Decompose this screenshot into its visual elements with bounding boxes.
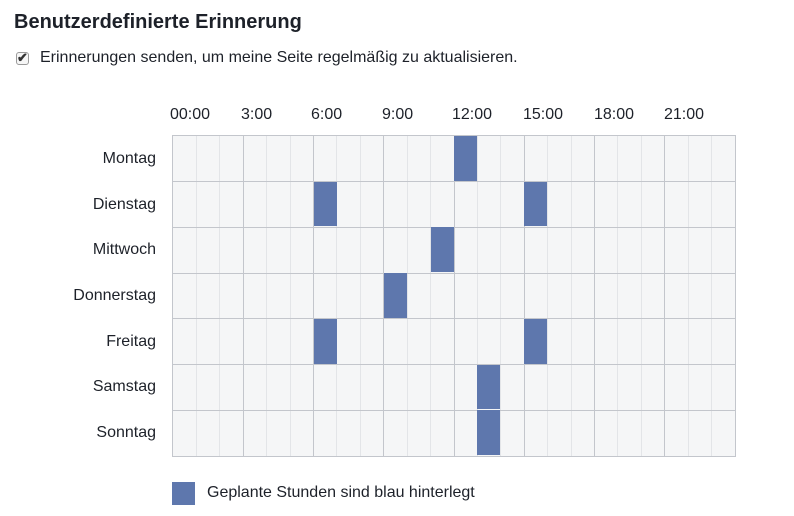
hour-label: 15:00 [523,106,564,123]
grid-vline [359,136,361,456]
grid-vline [266,136,268,456]
day-label-donnerstag: Donnerstag [73,287,156,304]
legend-swatch [172,481,195,505]
grid-vline [664,136,666,456]
scheduled-slot-montag-12[interactable] [454,136,477,181]
grid-vline [242,136,244,456]
scheduled-slot-sonntag-13[interactable] [477,410,501,455]
hour-label: 12:00 [452,106,493,123]
scheduled-slot-dienstag-6[interactable] [313,181,337,227]
grid-vline [453,136,455,456]
grid-vline [547,136,549,456]
grid-hline [173,364,735,366]
day-label-sonntag: Sonntag [96,424,156,442]
grid-hline [173,272,735,274]
scheduled-slot-mittwoch-11[interactable] [430,227,454,273]
scheduled-slot-freitag-6[interactable] [313,318,337,364]
grid-hline [173,181,735,183]
scheduled-slot-dienstag-15[interactable] [524,181,548,227]
grid-vline [336,136,338,456]
reminder-checkbox-label[interactable]: Erinnerungen senden, um meine Seite rege… [40,49,518,66]
grid-vline [289,136,291,456]
grid-vline [570,136,572,456]
hour-label: 9:00 [382,106,414,123]
reminder-checkbox-row[interactable]: ✔ Erinnerungen senden, um meine Seite re… [16,48,518,68]
legend: Geplante Stunden sind blau hinterlegt [172,481,475,505]
page-title: Benutzerdefinierte Erinnerung [14,11,302,33]
grid-vline [523,136,525,456]
grid-vline [313,136,314,456]
legend-label: Geplante Stunden sind blau hinterlegt [207,484,475,501]
hour-label: 21:00 [664,106,705,123]
day-label-freitag: Freitag [106,332,156,350]
grid-vline [195,136,197,456]
grid-hline [173,409,735,411]
hour-label: 6:00 [311,106,343,123]
grid-vline [594,136,595,456]
grid-vline [500,136,502,456]
scheduled-slot-freitag-15[interactable] [524,318,548,364]
scheduled-slot-samstag-13[interactable] [477,364,501,410]
day-label-mittwoch: Mittwoch [92,241,156,259]
schedule-grid[interactable] [172,135,736,457]
grid-vline [687,136,689,456]
grid-vline [219,136,221,456]
hour-label: 18:00 [594,106,635,123]
day-label-dienstag: Dienstag [92,195,156,213]
grid-vline [640,136,642,456]
day-label-samstag: Samstag [92,378,156,396]
scheduled-slot-donnerstag-9[interactable] [383,273,407,318]
grid-vline [430,136,432,456]
reminder-checkbox[interactable]: ✔ [16,49,29,65]
grid-hline [173,226,735,228]
grid-vline [711,136,713,456]
hour-label: 3:00 [241,106,273,123]
grid-vline [617,136,619,456]
grid-vline [476,136,478,456]
hour-label: 00:00 [170,106,211,123]
day-label-montag: Montag [102,149,156,167]
grid-vline [406,136,408,456]
checkmark-icon: ✔ [17,49,28,65]
grid-hline [173,318,735,320]
